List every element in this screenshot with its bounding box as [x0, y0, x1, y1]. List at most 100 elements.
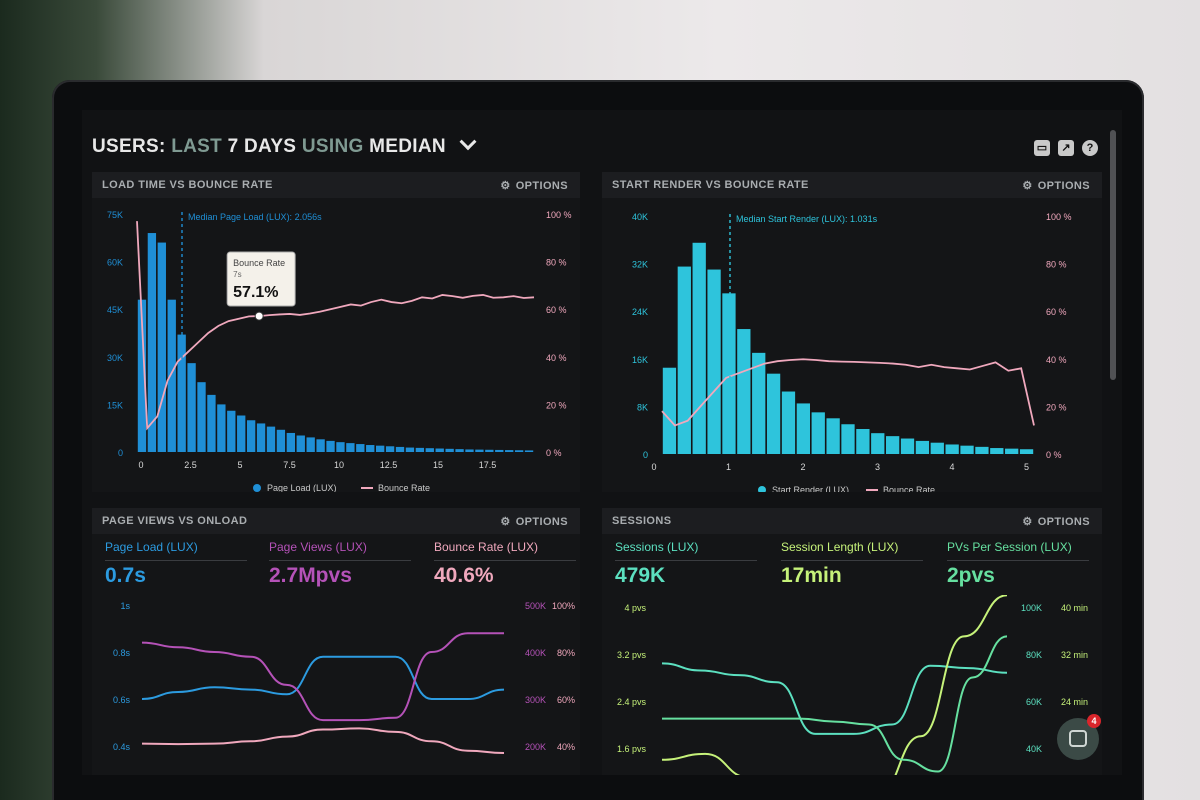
- x-tick-label: 15: [433, 460, 443, 470]
- histogram-bar: [485, 449, 494, 452]
- panel-page-views: PAGE VIEWS VS ONLOAD ⚙ OPTIONS Page Load …: [92, 508, 580, 775]
- metric-label: Page Load (LUX): [105, 540, 198, 554]
- histogram-bar: [237, 415, 246, 452]
- y-tick-label: 0.4s: [113, 742, 131, 752]
- histogram-bar: [841, 424, 855, 454]
- share-icon[interactable]: ↗: [1058, 140, 1074, 156]
- y3-tick-label: 60%: [557, 695, 575, 705]
- median-label: Median Page Load (LUX): 2.056s: [188, 212, 322, 222]
- histogram-bar: [514, 450, 524, 452]
- y2-tick-label: 20 %: [1046, 402, 1067, 412]
- start-render-chart: 40K 32K 24K 16K 8K 0 100 % 80 % 60 % 40 % 20 % 0 % 0…: [632, 212, 1072, 492]
- title-using: USING: [301, 136, 364, 157]
- histogram-bar: [246, 420, 256, 452]
- options-button[interactable]: ⚙ OPTIONS: [1022, 515, 1090, 528]
- y2-tick-label: 60 %: [546, 305, 567, 315]
- histogram-bar: [475, 449, 484, 452]
- load-time-chart: 75K 60K 45K 30K 15K 0 100 % 80 % 60 % 40 % 20 % 0 %…: [107, 210, 572, 492]
- y3-tick-label: 100%: [552, 601, 575, 611]
- histogram-bar: [811, 412, 825, 454]
- histogram-bar: [900, 438, 915, 454]
- gear-icon: ⚙: [1022, 516, 1033, 528]
- y3-tick-label: 80%: [557, 648, 575, 658]
- y2-tick-label: 400K: [525, 648, 546, 658]
- histogram-bar: [990, 448, 1004, 454]
- metric-value: 17min: [781, 564, 842, 587]
- x-tick-label: 4: [949, 462, 954, 472]
- histogram-bar: [505, 450, 514, 452]
- panel-start-render: START RENDER VS BOUNCE RATE ⚙ OPTIONS 40K…: [602, 172, 1102, 492]
- histogram-bar: [346, 443, 355, 452]
- metric-value: 479K: [615, 564, 666, 587]
- y2-tick-label: 40K: [1026, 744, 1042, 754]
- y2-tick-label: 60 %: [1046, 307, 1067, 317]
- metric-divider: [615, 560, 757, 561]
- histogram-bar: [316, 439, 325, 452]
- histogram-bar: [415, 447, 425, 452]
- monitor-icon[interactable]: ▭: [1034, 140, 1050, 156]
- histogram-bar: [217, 404, 226, 452]
- chat-launcher-button[interactable]: 4: [1057, 714, 1101, 760]
- chevron-down-icon[interactable]: [459, 133, 477, 151]
- y2-tick-label: 100 %: [1046, 212, 1072, 222]
- histogram-bar: [692, 242, 706, 454]
- gear-icon: ⚙: [1022, 180, 1033, 192]
- notification-badge: 4: [1087, 714, 1101, 728]
- x-tick-label: 7.5: [283, 460, 296, 470]
- gear-icon: ⚙: [500, 516, 511, 528]
- y-tick-label: 2.4 pvs: [617, 697, 647, 707]
- metric-label: Sessions (LUX): [615, 540, 699, 554]
- metric-value: 0.7s: [105, 564, 146, 587]
- histogram-bar: [677, 266, 691, 454]
- help-icon[interactable]: ?: [1082, 140, 1098, 156]
- y2-tick-label: 80 %: [546, 258, 567, 268]
- options-button[interactable]: ⚙ OPTIONS: [500, 515, 568, 528]
- histogram-bar: [256, 423, 266, 452]
- metric-value: 2.7Mpvs: [269, 564, 352, 587]
- bounce-rate-line: [661, 358, 1035, 427]
- y-tick-label: 15K: [107, 400, 123, 410]
- title-range-select[interactable]: 7 DAYS: [227, 136, 297, 157]
- histogram-bar: [662, 367, 677, 454]
- panel-load-time: LOAD TIME VS BOUNCE RATE ⚙ OPTIONS 75K 60K…: [92, 172, 580, 492]
- page-title: USERS: LAST 7 DAYS USING MEDIAN: [92, 133, 477, 158]
- bounce-rate-line: [136, 221, 535, 431]
- options-button[interactable]: ⚙ OPTIONS: [500, 179, 568, 192]
- histogram-bar: [385, 446, 395, 452]
- toolbar: ▭ ↗ ?: [1034, 140, 1098, 156]
- y3-tick-label: 40%: [557, 742, 575, 752]
- y2-tick-label: 200K: [525, 742, 546, 752]
- options-button[interactable]: ⚙ OPTIONS: [1022, 179, 1090, 192]
- histogram-bar: [707, 269, 721, 454]
- title-stat-select[interactable]: MEDIAN: [369, 136, 446, 157]
- panel-title: PAGE VIEWS VS ONLOAD: [102, 515, 248, 527]
- y2-tick-label: 0 %: [546, 448, 562, 458]
- x-tick-label: 0: [138, 460, 143, 470]
- histogram-bar: [796, 403, 810, 454]
- y2-tick-label: 20 %: [546, 400, 567, 410]
- histogram-bar: [945, 444, 959, 454]
- y2-tick-label: 40 %: [546, 353, 567, 363]
- histogram-bar: [930, 442, 944, 454]
- y3-tick-label: 24 min: [1061, 697, 1088, 707]
- y-tick-label: 0.6s: [113, 695, 131, 705]
- metric-label: PVs Per Session (LUX): [947, 540, 1072, 554]
- gear-icon: ⚙: [500, 180, 511, 192]
- histogram-bar: [366, 445, 375, 452]
- histogram-bar: [826, 418, 840, 454]
- series-line: [141, 632, 504, 722]
- y-tick-label: 60K: [107, 258, 123, 268]
- histogram-bar: [435, 448, 444, 452]
- title-last: LAST: [171, 136, 222, 157]
- scrollbar[interactable]: [1110, 130, 1116, 380]
- y-tick-label: 0.8s: [113, 648, 131, 658]
- histogram-bar: [405, 447, 415, 452]
- panel-header: START RENDER VS BOUNCE RATE ⚙ OPTIONS: [602, 172, 1102, 198]
- histogram-bar: [766, 373, 781, 454]
- options-label: OPTIONS: [1037, 180, 1090, 192]
- median-label: Median Start Render (LUX): 1.031s: [736, 214, 878, 224]
- panel-title: LOAD TIME VS BOUNCE RATE: [102, 179, 273, 191]
- panel-header: SESSIONS ⚙ OPTIONS: [602, 508, 1102, 534]
- histogram-bar: [187, 363, 196, 452]
- y-tick-label: 1.6 pvs: [617, 744, 647, 754]
